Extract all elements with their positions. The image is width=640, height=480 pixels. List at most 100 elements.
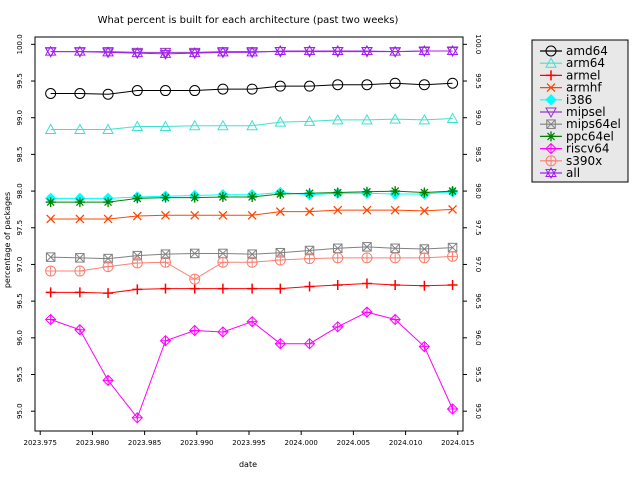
data-point-armel (103, 288, 114, 299)
y-tick-label-left: 95.5 (16, 367, 24, 383)
y-tick-label-right: 95.5 (474, 367, 482, 383)
y-tick-label-right: 97.5 (474, 220, 482, 236)
legend: amd64arm64armelarmhfi386mipselmips64elpp… (531, 39, 629, 183)
data-point-all (389, 45, 402, 58)
y-tick-label-right: 96.0 (474, 330, 482, 346)
x-tick-label: 2023.990 (180, 439, 213, 447)
data-point-s390x (361, 252, 373, 264)
data-point-riscv64 (159, 335, 172, 347)
data-point-s390x (246, 256, 258, 268)
y-tick-label-left: 100.0 (16, 34, 24, 54)
data-point-armhf (132, 211, 142, 221)
data-point-ppc64el (361, 186, 372, 197)
data-point-arm64 (418, 113, 431, 125)
legend-item-mips64el: mips64el (540, 117, 621, 131)
data-point-armel (217, 283, 228, 294)
data-point-ppc64el (189, 192, 200, 203)
data-point-armhf (305, 207, 315, 217)
data-point-ppc64el (275, 189, 286, 200)
series-line-arm64 (50, 117, 453, 130)
legend-item-armel: armel (540, 68, 600, 82)
data-point-arm64 (389, 113, 401, 124)
legend-item-arm64: arm64 (540, 56, 605, 70)
legend-label: riscv64 (566, 142, 610, 156)
data-point-ppc64el (332, 187, 343, 198)
y-tick-label-left: 98.0 (16, 183, 24, 199)
legend-marker (546, 119, 556, 129)
legend-label: all (566, 166, 580, 180)
data-point-armel (419, 280, 430, 291)
y-tick-label-left: 96.0 (16, 330, 24, 346)
data-point-armhf (275, 207, 285, 217)
y-tick-label-left: 97.0 (16, 257, 24, 273)
data-point-armel (74, 287, 85, 298)
data-point-armel (332, 279, 343, 290)
legend-label: s390x (566, 154, 602, 168)
data-point-all (361, 44, 373, 57)
data-point-armhf (190, 210, 200, 220)
data-point-s390x (102, 261, 114, 273)
legend-marker (545, 45, 557, 57)
data-point-all (44, 45, 57, 58)
data-point-arm64 (44, 123, 57, 134)
data-point-armel (189, 283, 200, 294)
legend-label: armhf (566, 81, 602, 95)
data-point-ppc64el (217, 191, 228, 202)
series-layer (44, 44, 459, 424)
data-point-arm64 (246, 119, 258, 131)
data-point-armhf (218, 210, 228, 220)
series-line-riscv64 (50, 311, 454, 419)
data-point-amd64 (74, 87, 86, 99)
y-tick-label-right: 96.5 (474, 293, 482, 309)
data-point-armhf (161, 210, 170, 220)
data-point-all (217, 46, 229, 59)
data-point-ppc64el (103, 197, 114, 208)
legend-label: arm64 (566, 56, 605, 70)
x-tick-label: 2023.975 (24, 439, 57, 447)
data-point-amd64 (131, 85, 143, 97)
data-point-arm64 (188, 119, 201, 131)
data-point-riscv64 (74, 324, 86, 336)
data-point-armhf (103, 214, 113, 224)
data-point-amd64 (159, 85, 171, 97)
legend-marker (545, 155, 557, 167)
series-armhf (46, 204, 458, 224)
data-point-mips64el (45, 252, 56, 262)
data-point-armhf (75, 214, 85, 224)
data-point-ppc64el (304, 188, 315, 199)
x-tick-label: 2023.980 (76, 439, 109, 447)
data-point-riscv64 (102, 374, 114, 387)
data-point-armhf (46, 214, 56, 224)
data-point-all (246, 46, 259, 59)
series-line-amd64 (50, 82, 453, 95)
data-point-arm64 (159, 120, 172, 132)
data-point-s390x (447, 250, 459, 262)
data-point-s390x (131, 257, 143, 269)
data-point-all (131, 47, 144, 60)
plot-frame (34, 36, 464, 432)
y-axis-label: percentage of packages (3, 192, 12, 288)
data-point-armhf (448, 204, 458, 214)
series-riscv64 (44, 306, 459, 424)
x-tick-label: 2024.015 (441, 439, 474, 447)
data-point-s390x (74, 265, 86, 277)
data-point-amd64 (389, 77, 401, 89)
series-ppc64el (45, 186, 458, 208)
data-point-riscv64 (44, 313, 57, 326)
legend-item-mipsel: mipsel (540, 105, 606, 119)
data-point-arm64 (361, 113, 373, 125)
legend-marker (545, 107, 557, 119)
legend-item-s390x: s390x (540, 154, 602, 168)
legend-marker (545, 142, 557, 155)
data-point-all (74, 45, 86, 58)
legend-marker (546, 83, 556, 93)
data-point-ppc64el (247, 191, 258, 202)
y-tick-label-left: 99.5 (16, 73, 24, 89)
legend-label: mips64el (566, 117, 621, 131)
y-tick-label-left: 98.5 (16, 147, 24, 163)
legend-item-i386: i386 (540, 93, 592, 107)
series-armel (45, 278, 458, 299)
data-point-s390x (332, 252, 344, 264)
data-point-mips64el (447, 242, 458, 253)
data-point-all (188, 47, 201, 60)
